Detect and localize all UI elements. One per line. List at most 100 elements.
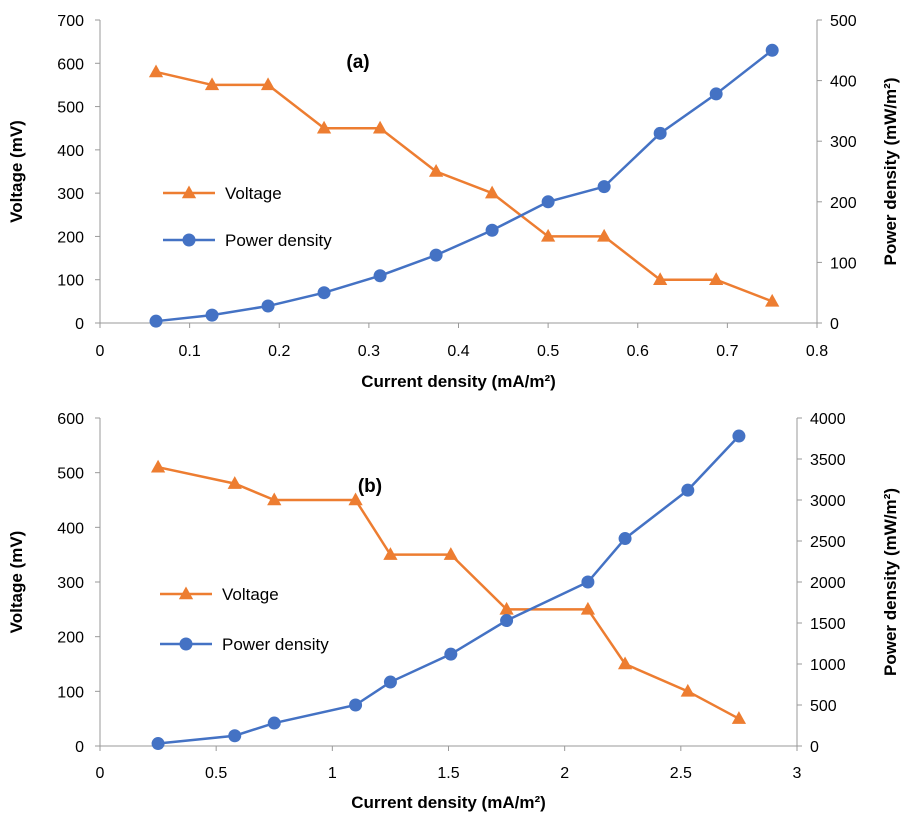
triangle-marker (428, 164, 444, 177)
legend-entry: Voltage (160, 585, 279, 604)
y2-tick-label: 1500 (810, 616, 846, 633)
x-tick-label: 1.5 (437, 765, 459, 782)
triangle-marker (484, 185, 500, 199)
x-axis-title: Current density (mA/m²) (351, 793, 546, 812)
y2-tick-label: 500 (810, 698, 837, 715)
triangle-marker (260, 77, 276, 91)
x-tick-label: 0.7 (716, 343, 738, 360)
circle-marker (228, 729, 242, 743)
circle-marker (541, 195, 555, 209)
y-tick-label: 0 (75, 739, 84, 756)
y2-tick-label: 3000 (810, 493, 846, 510)
series-power-density (151, 429, 746, 751)
series-line (155, 49, 773, 323)
x-tick-label: 0.8 (806, 343, 828, 360)
x-tick-label: 2 (560, 765, 569, 782)
y-tick-label: 0 (75, 316, 84, 333)
x-tick-label: 2.5 (670, 765, 692, 782)
y2-tick-label: 2000 (810, 575, 846, 592)
triangle-marker (541, 228, 556, 242)
circle-marker (267, 716, 281, 730)
circle-marker (179, 637, 193, 651)
x-tick-label: 0.3 (358, 343, 380, 360)
circle-marker (261, 299, 275, 313)
triangle-marker (499, 601, 514, 615)
series-power-density (149, 43, 779, 328)
triangle-marker (178, 586, 194, 600)
circle-marker (429, 248, 443, 262)
circle-marker (765, 43, 779, 57)
triangle-marker (348, 492, 363, 506)
circle-marker (151, 737, 165, 751)
y2-tick-label: 2500 (810, 534, 846, 551)
circle-marker (709, 87, 723, 101)
y-tick-label: 100 (57, 273, 84, 290)
circle-marker (618, 532, 632, 546)
legend-entry: Power density (163, 231, 332, 250)
triangle-marker (765, 293, 780, 307)
triangle-marker (204, 77, 220, 91)
series-voltage (150, 459, 747, 724)
y2-tick-label: 4000 (810, 411, 846, 428)
circle-marker (597, 180, 611, 194)
circle-marker (149, 314, 163, 328)
x-tick-label: 0.5 (537, 343, 559, 360)
triangle-marker (580, 601, 596, 615)
circle-marker (485, 223, 499, 237)
y-tick-label: 600 (57, 56, 84, 73)
y2-tick-label: 3500 (810, 452, 846, 469)
triangle-marker (383, 547, 398, 560)
circle-marker (383, 675, 397, 689)
legend-label: Power density (222, 635, 329, 654)
y2-tick-label: 400 (830, 74, 857, 91)
x-tick-label: 0 (96, 343, 105, 360)
x-tick-label: 0 (96, 765, 105, 782)
y2-axis-title: Power density (mW/m²) (881, 78, 900, 266)
y2-axis-title: Power density (mW/m²) (881, 488, 900, 676)
x-tick-label: 0.5 (205, 765, 227, 782)
circle-marker (732, 429, 746, 443)
x-tick-label: 0.2 (268, 343, 290, 360)
series-voltage (148, 64, 780, 307)
y2-tick-label: 1000 (810, 657, 846, 674)
y2-tick-label: 500 (830, 13, 857, 30)
x-tick-label: 0.4 (447, 343, 469, 360)
y2-tick-label: 0 (830, 316, 839, 333)
legend-label: Voltage (225, 184, 282, 203)
y-tick-label: 300 (57, 575, 84, 592)
y-axis-title: Voltage (mV) (7, 120, 26, 223)
circle-marker (205, 308, 219, 322)
circle-marker (317, 286, 331, 300)
y-tick-label: 600 (57, 411, 84, 428)
x-tick-label: 3 (793, 765, 802, 782)
circle-marker (681, 483, 695, 497)
y-tick-label: 300 (57, 186, 84, 203)
x-tick-label: 0.1 (179, 343, 201, 360)
x-tick-label: 0.6 (627, 343, 649, 360)
y-tick-label: 400 (57, 520, 84, 537)
triangle-marker (680, 683, 695, 697)
circle-marker (349, 698, 363, 712)
circle-marker (653, 126, 667, 140)
y-tick-label: 700 (57, 13, 84, 30)
y2-tick-label: 300 (830, 134, 857, 151)
triangle-marker (227, 476, 242, 489)
chart-panel-a: 0 0.1 0.2 0.3 0.4 0.5 0.6 0.7 0.8010020030040050… (7, 13, 900, 391)
triangle-marker (267, 492, 282, 506)
circle-marker (500, 614, 514, 628)
y-tick-label: 400 (57, 143, 84, 160)
circle-marker (373, 269, 387, 283)
x-axis-title: Current density (mA/m²) (361, 372, 556, 391)
triangle-marker (316, 120, 332, 134)
triangle-marker (709, 272, 724, 285)
y-tick-label: 200 (57, 630, 84, 647)
circle-marker (444, 647, 458, 661)
legend-label: Power density (225, 231, 332, 250)
legend-label: Voltage (222, 585, 279, 604)
series-line (155, 70, 773, 303)
chart-panel-b: 0 0.5 1 1.5 2 2.5 3010020030040050060005001000… (7, 411, 900, 812)
x-tick-label: 1 (328, 765, 337, 782)
y2-tick-label: 0 (810, 739, 819, 756)
y-tick-label: 200 (57, 229, 84, 246)
